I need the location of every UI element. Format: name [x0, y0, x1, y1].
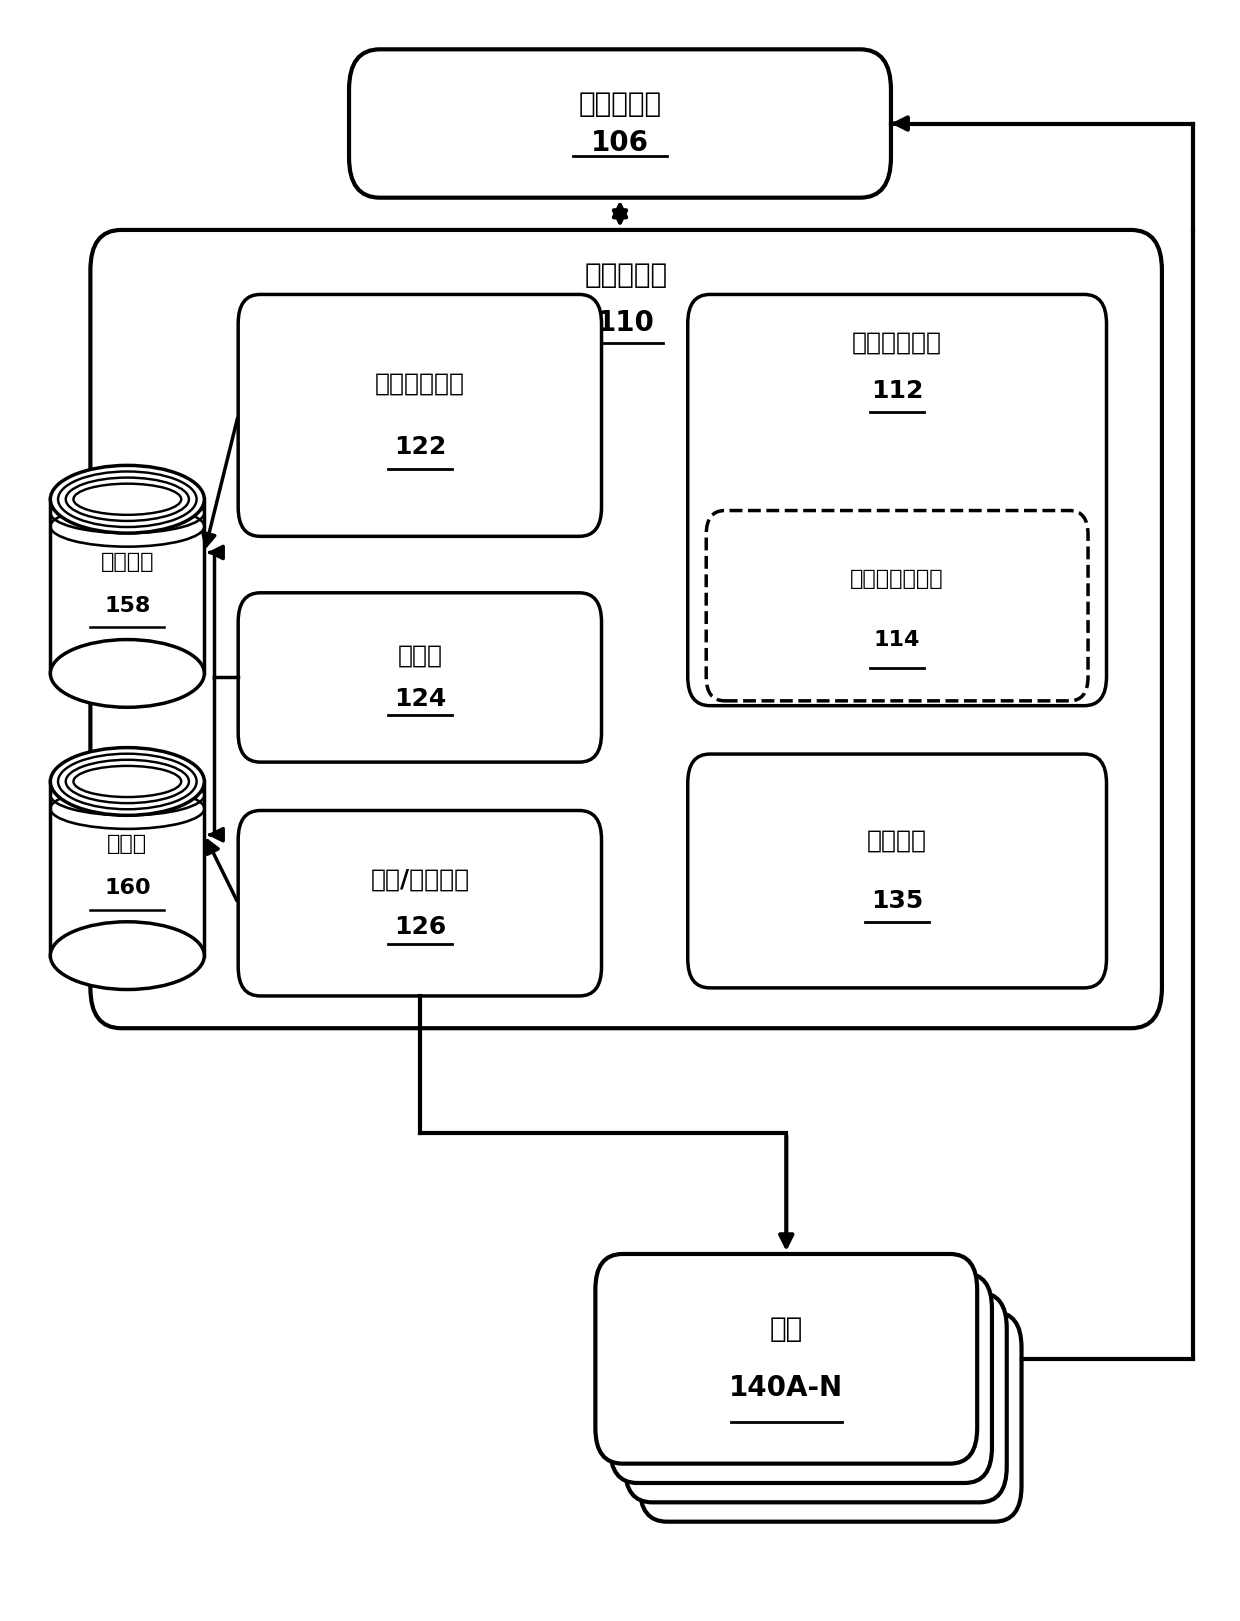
- FancyBboxPatch shape: [707, 511, 1087, 700]
- Text: 112: 112: [870, 379, 924, 404]
- FancyBboxPatch shape: [688, 295, 1106, 705]
- Text: 122: 122: [394, 434, 446, 459]
- FancyBboxPatch shape: [238, 810, 601, 995]
- Text: 110: 110: [598, 310, 655, 337]
- Text: 160: 160: [104, 879, 150, 898]
- Text: 114: 114: [874, 631, 920, 650]
- FancyBboxPatch shape: [238, 593, 601, 762]
- Text: 代理: 代理: [770, 1316, 802, 1344]
- Ellipse shape: [51, 747, 205, 815]
- FancyBboxPatch shape: [625, 1292, 1007, 1503]
- Text: 140A-N: 140A-N: [729, 1375, 843, 1402]
- FancyBboxPatch shape: [91, 230, 1162, 1028]
- Ellipse shape: [51, 747, 205, 815]
- Text: 124: 124: [394, 687, 446, 712]
- Text: 客户端设备: 客户端设备: [578, 91, 662, 118]
- Ellipse shape: [51, 465, 205, 533]
- FancyBboxPatch shape: [348, 49, 892, 198]
- Text: 自动化助理: 自动化助理: [584, 261, 667, 289]
- Text: 输入处理引擎: 输入处理引擎: [852, 331, 942, 355]
- FancyBboxPatch shape: [595, 1255, 977, 1464]
- Text: 槽引擎: 槽引擎: [397, 644, 443, 668]
- FancyBboxPatch shape: [51, 781, 205, 956]
- Text: 调用/交互引擎: 调用/交互引擎: [371, 867, 470, 892]
- Text: 槽模型: 槽模型: [108, 835, 148, 854]
- Text: 输出引擎: 输出引擎: [867, 828, 928, 853]
- Text: 126: 126: [394, 916, 446, 939]
- FancyBboxPatch shape: [238, 295, 601, 537]
- Text: 语音到文本模块: 语音到文本模块: [851, 569, 944, 588]
- Text: 135: 135: [870, 890, 924, 913]
- Ellipse shape: [51, 922, 205, 989]
- FancyBboxPatch shape: [610, 1274, 992, 1483]
- Ellipse shape: [51, 640, 205, 707]
- Text: 158: 158: [104, 595, 150, 616]
- Text: 代理选择引擎: 代理选择引擎: [374, 371, 465, 396]
- FancyBboxPatch shape: [640, 1311, 1022, 1522]
- Text: 槽描述符: 槽描述符: [100, 553, 154, 572]
- FancyBboxPatch shape: [51, 499, 205, 673]
- Ellipse shape: [51, 465, 205, 533]
- FancyBboxPatch shape: [688, 754, 1106, 987]
- Text: 106: 106: [591, 128, 649, 157]
